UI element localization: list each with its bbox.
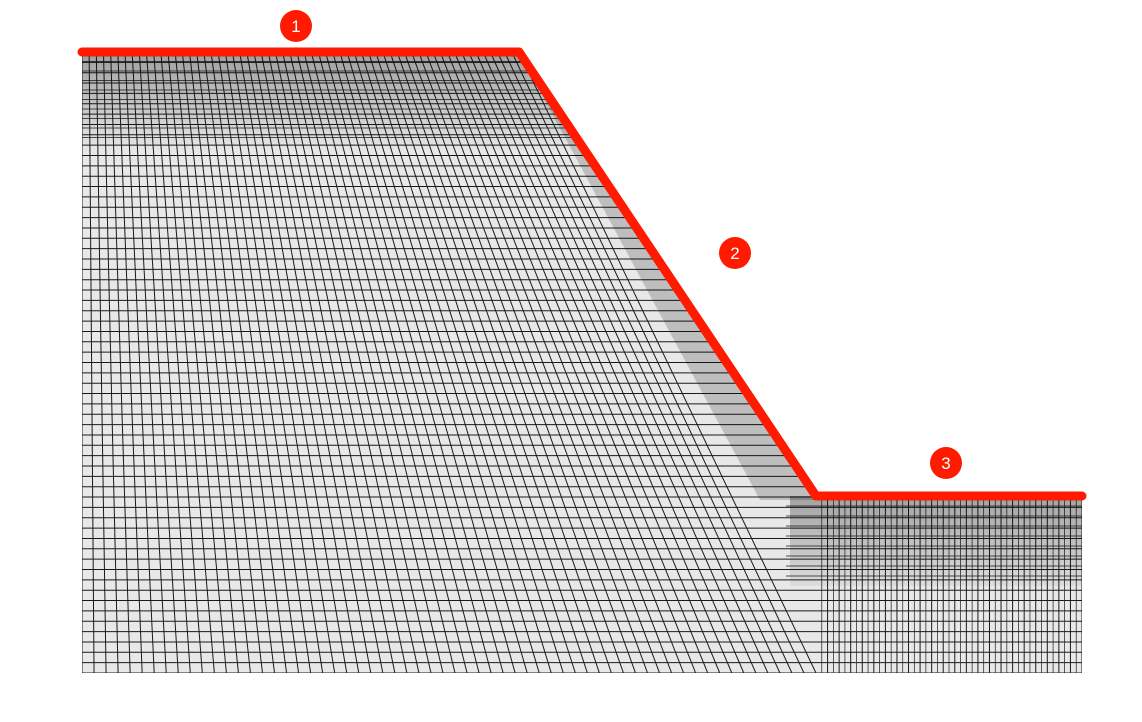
badge-label: 3 xyxy=(941,454,950,473)
badge-circle xyxy=(719,237,751,269)
segment-badge-1: 1 xyxy=(280,10,312,42)
badge-label: 2 xyxy=(730,244,739,263)
badge-label: 1 xyxy=(291,17,300,36)
badge-circle xyxy=(280,10,312,42)
segment-badge-3: 3 xyxy=(930,447,962,479)
badge-circle xyxy=(930,447,962,479)
crest-refinement-zone xyxy=(82,52,602,152)
boundary-line xyxy=(77,47,1087,501)
toe-refinement-zone xyxy=(790,496,1082,586)
segment-badge-2: 2 xyxy=(719,237,751,269)
